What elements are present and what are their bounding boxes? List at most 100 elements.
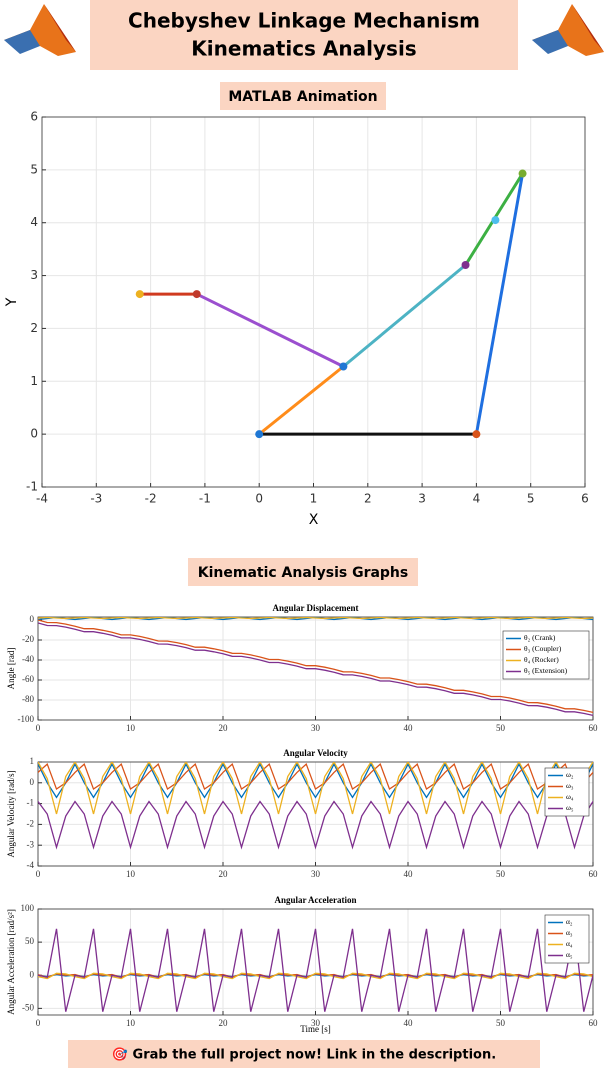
- section-box: [188, 558, 418, 586]
- x-tick-label: 10: [126, 723, 136, 733]
- legend-label: α₃: [566, 928, 573, 937]
- series-group: [138, 172, 525, 436]
- x-tick-label: 20: [219, 869, 229, 879]
- x-tick-label: 50: [496, 869, 506, 879]
- y-tick-label: -100: [18, 714, 35, 724]
- x-tick-label: 0: [36, 869, 41, 879]
- y-tick-label: -1: [27, 798, 35, 808]
- y-tick-label: 100: [21, 903, 35, 913]
- y-axis-label: Angular Velocity [rad/s]: [6, 770, 16, 857]
- y-tick-label: 0: [30, 614, 35, 624]
- legend-label: θ₃ (Coupler): [524, 644, 562, 653]
- x-tick-label: -3: [90, 492, 102, 506]
- x-tick-label: 30: [311, 723, 321, 733]
- logo-left: [4, 4, 76, 56]
- series-line: [38, 622, 593, 717]
- legend-label: ω₄: [566, 792, 574, 801]
- x-tick-label: 2: [364, 492, 372, 506]
- x-tick-label: 10: [126, 869, 136, 879]
- legend: α₂ α₃ α₄ α₅: [544, 914, 590, 964]
- y-axis-label: Angular Acceleration [rad/s²]: [6, 909, 16, 1015]
- x-tick-label: -2: [145, 492, 157, 506]
- link: [474, 172, 525, 436]
- joint: [461, 261, 470, 269]
- x-tick-label: 4: [473, 492, 481, 506]
- legend-label: θ₅ (Extension): [524, 666, 568, 675]
- legend: θ₂ (Crank) θ₃ (Coupler) θ₄ (Rocker) θ₅ (Ext…: [502, 630, 590, 680]
- x-tick-label: 60: [589, 869, 599, 879]
- section-label: MATLAB Animation: [228, 89, 377, 105]
- footer-text: 🎯 Grab the full project now! Link in the…: [112, 1047, 496, 1063]
- footer-box: [68, 1040, 540, 1068]
- x-tick-label: 0: [36, 1018, 41, 1028]
- y-tick-label: 0: [30, 777, 35, 787]
- x-tick-label: 0: [36, 723, 41, 733]
- legend-label: ω₃: [566, 781, 574, 790]
- x-tick-label: 30: [311, 869, 321, 879]
- series-line: [38, 617, 593, 620]
- legend-label: α₄: [566, 939, 573, 948]
- series-group: [38, 617, 593, 717]
- y-tick-label: 1: [30, 756, 35, 766]
- x-tick-label: 1: [310, 492, 318, 506]
- legend-label: α₂: [566, 917, 573, 926]
- y-tick-label: -80: [22, 694, 34, 704]
- x-tick-label: -4: [36, 492, 48, 506]
- chart: -4 -3 -2 -1 0 1 2 3 4 5 6 -1 0 1 2 3 4 5 6 X Y: [4, 110, 589, 529]
- x-tick-label: 20: [219, 723, 229, 733]
- series-line: [38, 762, 593, 791]
- y-axis-label: Y: [4, 297, 20, 307]
- x-tick-label: 40: [404, 1018, 414, 1028]
- y-tick-label: -60: [22, 674, 34, 684]
- joint: [518, 169, 527, 178]
- x-tick-label: 50: [496, 723, 506, 733]
- title-box: [90, 0, 518, 70]
- series-line: [38, 619, 593, 714]
- series-line: [38, 762, 593, 799]
- link: [341, 263, 468, 368]
- x-axis-label: Time [s]: [300, 1024, 330, 1034]
- y-tick-label: -3: [27, 839, 35, 849]
- chart-title: Angular Displacement: [272, 603, 358, 613]
- series-group: [38, 762, 593, 850]
- y-tick-label: 6: [30, 110, 38, 124]
- y-tick-label: 5: [30, 162, 38, 176]
- legend-label: θ₂ (Crank): [524, 633, 556, 642]
- x-axis-label: X: [309, 512, 319, 528]
- x-tick-label: 50: [496, 1018, 506, 1028]
- title-line: Kinematics Analysis: [191, 37, 416, 61]
- logo-right: [532, 4, 604, 56]
- axes-box: [37, 761, 594, 867]
- y-tick-label: 0: [30, 969, 35, 979]
- x-tick-label: 10: [126, 1018, 136, 1028]
- joint: [255, 430, 264, 439]
- joint: [491, 216, 500, 225]
- joint: [192, 290, 201, 299]
- y-tick-label: 1: [30, 374, 38, 388]
- legend-label: ω₂: [566, 770, 574, 779]
- series-line: [38, 762, 593, 815]
- y-tick-label: -50: [22, 1002, 34, 1012]
- chart: 0 10 20 30 40 50 60 -4 -3 -2 -1 0 1 Angular Velocity A…: [6, 748, 598, 879]
- y-tick-label: -2: [27, 818, 35, 828]
- section-label: Kinematic Analysis Graphs: [198, 565, 409, 581]
- y-tick-label: 50: [25, 936, 35, 946]
- series-group: [38, 928, 593, 1012]
- y-tick-label: -4: [27, 860, 35, 870]
- section-box: [220, 82, 386, 110]
- chart-title: Angular Acceleration: [274, 895, 356, 905]
- title-line: Chebyshev Linkage Mechanism: [128, 9, 480, 33]
- y-tick-label: 3: [30, 268, 38, 282]
- x-tick-label: 60: [589, 1018, 599, 1028]
- series-line: [38, 928, 593, 1012]
- y-tick-label: 2: [30, 321, 38, 335]
- legend: ω₂ ω₃ ω₄ ω₅: [544, 767, 590, 817]
- joint: [339, 362, 348, 371]
- chart-title: Angular Velocity: [283, 748, 348, 758]
- x-tick-label: 0: [255, 492, 263, 506]
- x-tick-label: 40: [404, 869, 414, 879]
- legend-label: α₅: [566, 950, 573, 959]
